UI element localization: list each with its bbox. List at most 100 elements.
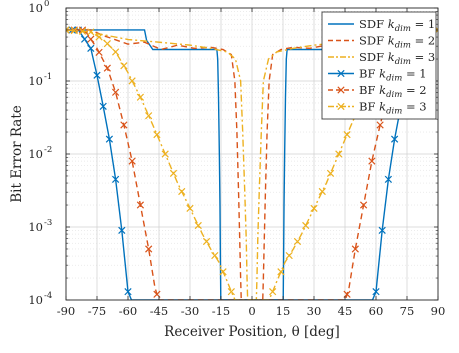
data-point	[219, 268, 227, 276]
y-tick-label: 10	[28, 74, 43, 88]
data-point	[376, 121, 384, 129]
data-point	[136, 93, 145, 101]
y-tick-exponent: -4	[44, 291, 52, 301]
x-tick-label: -60	[119, 304, 138, 318]
legend-item: SDF kdim = 3	[328, 50, 435, 67]
x-tick-label: -90	[57, 304, 76, 318]
data-point	[310, 204, 318, 212]
y-tick-label: 10	[28, 1, 43, 15]
y-tick-exponent: -3	[44, 218, 52, 228]
x-tick-label: 45	[338, 304, 353, 318]
data-point	[318, 187, 326, 196]
data-point	[351, 245, 359, 253]
data-point	[178, 187, 186, 196]
data-point	[227, 288, 235, 296]
data-point	[105, 135, 114, 143]
y-tick-label: 10	[28, 293, 43, 307]
data-point	[66, 26, 70, 34]
data-point	[202, 237, 211, 246]
data-point	[124, 288, 132, 296]
legend-label: BF kdim = 3	[359, 100, 427, 117]
data-point	[326, 169, 335, 177]
legend-label: BF kdim = 2	[359, 83, 427, 100]
x-tick-label: -15	[212, 304, 231, 318]
data-point	[145, 112, 153, 120]
data-point	[95, 33, 103, 41]
data-point	[269, 288, 277, 296]
data-point	[384, 175, 393, 183]
data-point	[111, 48, 120, 56]
y-axis-label: Bit Error Rate	[9, 105, 25, 203]
x-tick-label: 30	[307, 304, 322, 318]
legend-item: SDF kdim = 1	[328, 17, 435, 34]
legend-item: BF kdim = 2	[328, 83, 427, 100]
data-point	[211, 251, 219, 260]
y-tick-exponent: -1	[44, 72, 52, 82]
legend-box	[321, 11, 437, 120]
data-point	[128, 77, 136, 85]
data-point	[302, 221, 310, 230]
legend-marker	[337, 102, 345, 111]
legend-marker	[337, 86, 345, 94]
data-point	[99, 102, 107, 110]
data-point	[169, 169, 178, 177]
x-tick-label: 0	[248, 304, 255, 318]
data-point	[161, 150, 169, 158]
data-point	[153, 131, 161, 139]
data-point	[372, 288, 380, 296]
data-point	[103, 40, 111, 48]
data-point	[145, 245, 153, 253]
data-point	[80, 35, 89, 43]
data-point	[359, 201, 368, 209]
x-tick-labels: -90 -75 -60 -45 -30 -15 0 15 30 45 60 75 90	[57, 304, 446, 318]
data-point	[87, 44, 95, 52]
data-point	[111, 175, 120, 183]
legend-label: SDF kdim = 3	[359, 50, 435, 67]
legend-marker	[337, 69, 345, 78]
data-point	[378, 226, 386, 234]
data-point	[93, 71, 101, 79]
data-point	[78, 27, 87, 35]
x-tick-label: -45	[150, 304, 169, 318]
data-point	[95, 48, 103, 56]
x-tick-label: 90	[431, 304, 446, 318]
data-point	[103, 64, 111, 72]
data-point	[70, 27, 78, 35]
data-point	[111, 88, 120, 96]
data-point	[277, 268, 285, 276]
data-point	[285, 251, 293, 260]
x-tick-label: 75	[400, 304, 415, 318]
legend-label: BF kdim = 1	[359, 67, 427, 84]
data-point	[87, 35, 95, 43]
data-point	[120, 121, 128, 129]
data-point	[390, 135, 399, 143]
y-tick-exponent: 0	[44, 0, 49, 9]
data-point	[343, 131, 351, 139]
data-point	[120, 62, 128, 70]
data-point	[293, 237, 302, 246]
data-point	[136, 201, 145, 209]
data-point	[128, 157, 136, 165]
x-tick-label: -30	[181, 304, 200, 318]
x-axis-label: Receiver Position, θ [deg]	[164, 324, 340, 340]
x-tick-label: 60	[369, 304, 384, 318]
y-tick-label: 10	[28, 220, 43, 234]
legend-item: BF kdim = 1	[328, 67, 427, 84]
legend-label: SDF kdim = 2	[359, 34, 435, 51]
legend-item: BF kdim = 3	[328, 100, 427, 117]
data-point	[368, 157, 376, 165]
y-tick-exponent: -2	[44, 145, 52, 155]
legend-label: SDF kdim = 1	[359, 17, 435, 34]
data-point	[118, 226, 126, 234]
x-tick-label: -75	[88, 304, 107, 318]
y-tick-label: 10	[28, 147, 43, 161]
data-point	[87, 28, 95, 36]
x-tick-label: 15	[276, 304, 291, 318]
legend-item: SDF kdim = 2	[328, 34, 435, 51]
data-point	[194, 221, 202, 230]
data-point	[186, 204, 194, 212]
